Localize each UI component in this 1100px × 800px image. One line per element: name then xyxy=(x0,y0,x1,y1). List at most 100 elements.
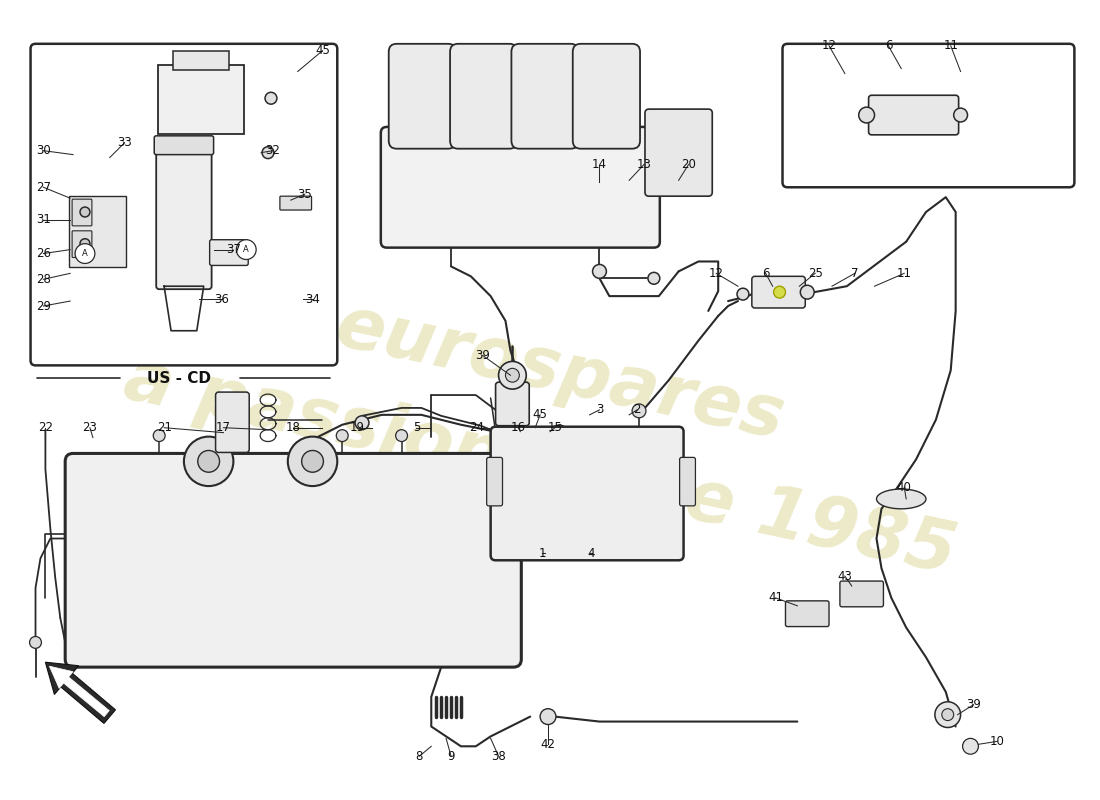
FancyBboxPatch shape xyxy=(869,95,958,135)
Text: 9: 9 xyxy=(448,750,454,762)
Text: 6: 6 xyxy=(884,39,892,52)
FancyBboxPatch shape xyxy=(158,65,244,134)
FancyBboxPatch shape xyxy=(73,199,92,226)
FancyBboxPatch shape xyxy=(173,50,230,70)
Text: 22: 22 xyxy=(37,422,53,434)
Text: 18: 18 xyxy=(285,422,300,434)
Text: A: A xyxy=(82,249,88,258)
FancyBboxPatch shape xyxy=(680,458,695,506)
FancyBboxPatch shape xyxy=(785,601,829,626)
FancyBboxPatch shape xyxy=(69,196,125,267)
Polygon shape xyxy=(164,286,204,330)
FancyBboxPatch shape xyxy=(31,44,338,366)
Text: 4: 4 xyxy=(587,547,595,560)
Circle shape xyxy=(236,240,256,259)
Text: 40: 40 xyxy=(896,481,912,494)
Circle shape xyxy=(540,709,556,725)
Circle shape xyxy=(80,207,90,217)
Circle shape xyxy=(80,238,90,249)
Circle shape xyxy=(514,404,527,418)
Text: 37: 37 xyxy=(226,243,241,256)
Text: 27: 27 xyxy=(36,181,51,194)
Text: 15: 15 xyxy=(548,422,562,434)
Circle shape xyxy=(962,738,978,754)
Text: 11: 11 xyxy=(896,267,912,280)
FancyBboxPatch shape xyxy=(388,44,456,149)
Text: US - CD: US - CD xyxy=(147,370,211,386)
Circle shape xyxy=(773,286,785,298)
Circle shape xyxy=(801,286,814,299)
Text: A: A xyxy=(243,245,249,254)
Circle shape xyxy=(942,709,954,721)
Text: 30: 30 xyxy=(36,144,51,157)
Text: 39: 39 xyxy=(475,349,491,362)
FancyBboxPatch shape xyxy=(751,276,805,308)
Circle shape xyxy=(396,430,407,442)
Text: 45: 45 xyxy=(532,408,548,422)
Text: 13: 13 xyxy=(637,158,651,171)
Text: 21: 21 xyxy=(156,422,172,434)
Circle shape xyxy=(153,430,165,442)
Circle shape xyxy=(954,108,968,122)
FancyBboxPatch shape xyxy=(496,382,529,426)
Text: 42: 42 xyxy=(540,738,556,751)
Circle shape xyxy=(301,450,323,472)
Text: 31: 31 xyxy=(36,214,51,226)
FancyArrow shape xyxy=(45,662,116,723)
Text: eurospares
a passion since 1985: eurospares a passion since 1985 xyxy=(118,251,982,589)
Text: 36: 36 xyxy=(214,293,229,306)
FancyBboxPatch shape xyxy=(156,145,211,289)
FancyBboxPatch shape xyxy=(645,109,713,196)
Circle shape xyxy=(288,437,338,486)
Circle shape xyxy=(30,637,42,648)
Circle shape xyxy=(265,92,277,104)
Circle shape xyxy=(262,146,274,158)
Text: 16: 16 xyxy=(510,422,526,434)
Text: 3: 3 xyxy=(596,403,603,416)
Text: 28: 28 xyxy=(36,273,51,286)
FancyBboxPatch shape xyxy=(450,44,517,149)
Text: 7: 7 xyxy=(851,267,858,280)
Text: 23: 23 xyxy=(82,422,98,434)
FancyBboxPatch shape xyxy=(486,458,503,506)
Circle shape xyxy=(198,450,220,472)
Text: 41: 41 xyxy=(768,591,783,604)
Text: 14: 14 xyxy=(592,158,607,171)
FancyBboxPatch shape xyxy=(154,136,213,154)
FancyBboxPatch shape xyxy=(65,454,521,667)
Text: 34: 34 xyxy=(305,293,320,306)
Circle shape xyxy=(506,368,519,382)
FancyBboxPatch shape xyxy=(573,44,640,149)
Circle shape xyxy=(498,362,526,389)
Text: 43: 43 xyxy=(837,570,852,582)
Text: 12: 12 xyxy=(708,267,724,280)
Text: 39: 39 xyxy=(966,698,981,711)
Text: 11: 11 xyxy=(943,39,958,52)
Circle shape xyxy=(648,272,660,284)
Text: 2: 2 xyxy=(634,403,641,416)
FancyBboxPatch shape xyxy=(840,581,883,606)
Text: 35: 35 xyxy=(297,188,312,201)
Circle shape xyxy=(355,416,368,430)
Text: 33: 33 xyxy=(118,136,132,150)
Circle shape xyxy=(222,430,234,442)
Text: 24: 24 xyxy=(470,422,484,434)
Text: 38: 38 xyxy=(492,750,506,762)
Text: 26: 26 xyxy=(36,247,51,260)
FancyBboxPatch shape xyxy=(491,426,683,560)
Text: 17: 17 xyxy=(216,422,231,434)
Text: 20: 20 xyxy=(681,158,696,171)
Text: 10: 10 xyxy=(990,735,1004,748)
FancyBboxPatch shape xyxy=(216,392,250,453)
FancyBboxPatch shape xyxy=(381,127,660,248)
Text: 6: 6 xyxy=(762,267,769,280)
Circle shape xyxy=(75,244,95,263)
FancyArrow shape xyxy=(50,666,109,717)
Text: 32: 32 xyxy=(265,144,280,157)
Circle shape xyxy=(737,288,749,300)
Circle shape xyxy=(935,702,960,727)
Circle shape xyxy=(184,437,233,486)
Circle shape xyxy=(859,107,874,123)
Text: 8: 8 xyxy=(416,750,424,762)
Text: 25: 25 xyxy=(807,267,823,280)
